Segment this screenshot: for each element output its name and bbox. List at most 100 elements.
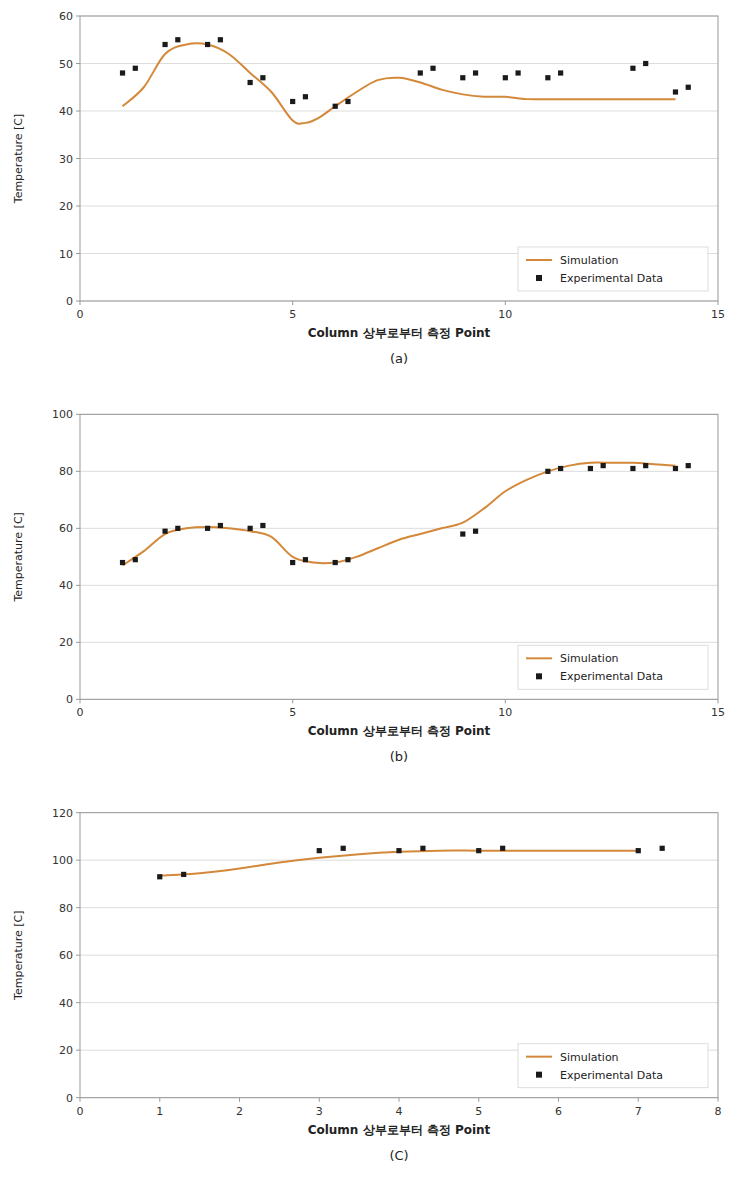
tick-label: 30 xyxy=(59,153,73,166)
grid-line xyxy=(80,158,718,159)
legend-swatch xyxy=(526,259,552,261)
tick-mark xyxy=(558,1098,559,1102)
tick-label: 20 xyxy=(59,1044,73,1057)
tick-label: 100 xyxy=(52,854,73,867)
plot-frame xyxy=(80,414,718,699)
tick-label: 60 xyxy=(59,949,73,962)
tick-mark xyxy=(76,699,80,700)
data-point xyxy=(260,523,265,528)
grid-line xyxy=(80,642,718,643)
data-point xyxy=(630,466,635,471)
data-point xyxy=(120,70,125,75)
x-axis-label: Column 상부로부터 측정 Point xyxy=(308,724,491,738)
tick-label: 0 xyxy=(77,706,84,719)
legend-swatch xyxy=(536,1072,542,1078)
chart: 020406080100120012345678Column 상부로부터 측정 … xyxy=(12,807,722,1163)
grid-line xyxy=(80,471,718,472)
tick-mark xyxy=(76,812,80,813)
grid-line xyxy=(80,1002,718,1003)
grid-line xyxy=(80,206,718,207)
data-point xyxy=(133,66,138,71)
data-point xyxy=(175,526,180,531)
tick-label: 15 xyxy=(711,706,725,719)
data-point xyxy=(473,70,478,75)
legend-box xyxy=(518,247,708,291)
tick-mark xyxy=(76,907,80,908)
tick-mark xyxy=(76,16,80,17)
data-point xyxy=(162,42,167,47)
tick-mark xyxy=(76,1002,80,1003)
data-point xyxy=(500,846,505,851)
legend-label: Experimental Data xyxy=(560,272,663,285)
tick-label: 5 xyxy=(289,308,296,321)
tick-mark xyxy=(399,1098,400,1102)
tick-mark xyxy=(76,860,80,861)
tick-mark xyxy=(76,63,80,64)
tick-mark xyxy=(319,1098,320,1102)
data-point xyxy=(120,560,125,565)
panel-label: (a) xyxy=(390,351,408,366)
grid-line xyxy=(80,860,718,861)
data-point xyxy=(545,469,550,474)
data-point xyxy=(341,846,346,851)
chart: 020406080100051015Column 상부로부터 측정 PointT… xyxy=(12,408,725,764)
tick-mark xyxy=(718,1098,719,1102)
legend: SimulationExperimental Data xyxy=(518,247,708,291)
legend-box xyxy=(518,1044,708,1088)
legend-swatch xyxy=(536,275,542,281)
marks xyxy=(157,846,665,880)
grid-line xyxy=(80,63,718,64)
tick-mark xyxy=(292,301,293,305)
data-point xyxy=(333,104,338,109)
marks xyxy=(120,37,691,124)
legend: SimulationExperimental Data xyxy=(518,645,708,689)
tick-label: 120 xyxy=(52,807,73,820)
data-point xyxy=(515,70,520,75)
tick-mark xyxy=(76,301,80,302)
grid-line xyxy=(80,907,718,908)
data-point xyxy=(345,99,350,104)
tick-label: 0 xyxy=(66,693,73,706)
tick-label: 20 xyxy=(59,200,73,213)
tick-label: 60 xyxy=(59,522,73,535)
tick-mark xyxy=(76,585,80,586)
data-point xyxy=(643,61,648,66)
tick-label: 50 xyxy=(59,58,73,71)
legend-label: Experimental Data xyxy=(560,1069,663,1082)
y-axis-label: Temperature [C] xyxy=(12,512,25,602)
marks xyxy=(120,463,691,566)
data-point xyxy=(545,75,550,80)
legend: SimulationExperimental Data xyxy=(518,1044,708,1088)
legend-label: Experimental Data xyxy=(560,670,663,683)
tick-label: 80 xyxy=(59,902,73,915)
data-point xyxy=(317,848,322,853)
tick-label: 40 xyxy=(59,579,73,592)
grid-line xyxy=(80,955,718,956)
tick-label: 2 xyxy=(236,1105,243,1118)
tick-mark xyxy=(239,1098,240,1102)
tick-mark xyxy=(80,301,81,305)
tick-label: 7 xyxy=(635,1105,642,1118)
tick-mark xyxy=(76,642,80,643)
sim-line xyxy=(123,463,676,566)
data-point xyxy=(205,526,210,531)
data-point xyxy=(558,70,563,75)
data-point xyxy=(218,523,223,528)
tick-label: 40 xyxy=(59,997,73,1010)
data-point xyxy=(601,463,606,468)
data-point xyxy=(686,463,691,468)
tick-label: 0 xyxy=(77,308,84,321)
grid-line xyxy=(80,585,718,586)
tick-mark xyxy=(80,1098,81,1102)
panel-label: (b) xyxy=(390,749,408,764)
data-point xyxy=(333,560,338,565)
tick-mark xyxy=(76,414,80,415)
tick-mark xyxy=(76,1097,80,1098)
tick-mark xyxy=(505,699,506,703)
tick-mark xyxy=(478,1098,479,1102)
tick-mark xyxy=(80,699,81,703)
tick-mark xyxy=(76,253,80,254)
tick-label: 8 xyxy=(715,1105,722,1118)
tick-mark xyxy=(292,699,293,703)
figure: 0102030405060051015Column 상부로부터 측정 Point… xyxy=(0,0,738,1195)
